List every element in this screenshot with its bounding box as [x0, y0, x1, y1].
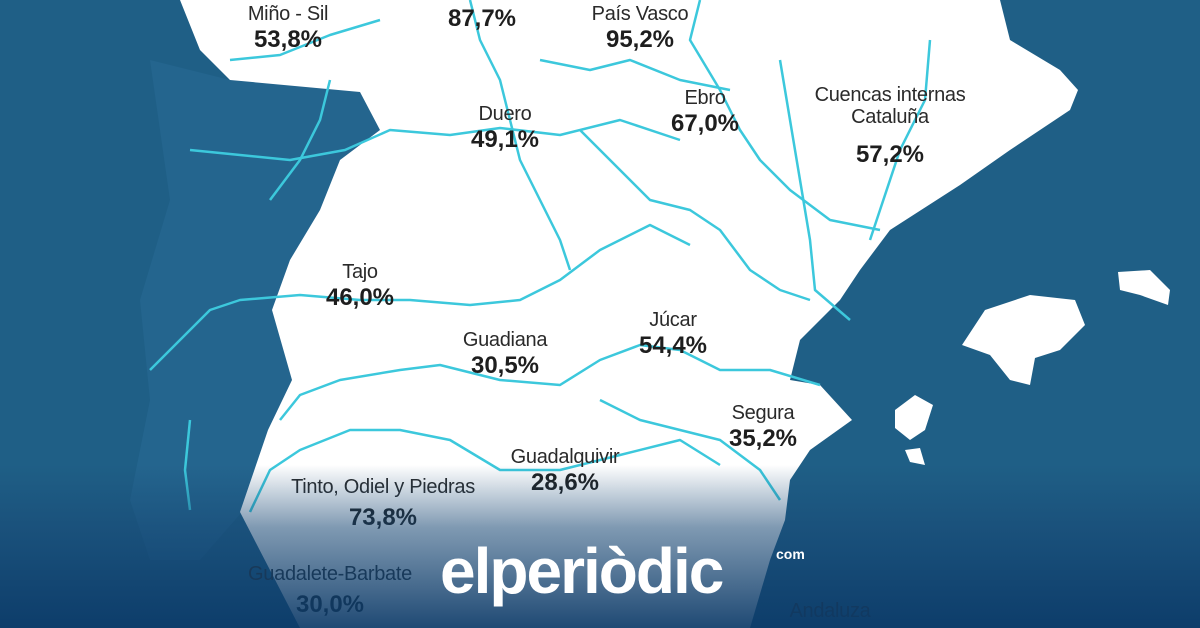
basin-ebro: Ebro 67,0%: [671, 87, 739, 139]
basin-value: 49,1%: [470, 126, 540, 153]
basin-value: 46,0%: [325, 284, 395, 311]
basin-jucar: Júcar 54,4%: [639, 309, 707, 361]
basin-tinto: Tinto, Odiel y Piedras 73,8%: [291, 476, 475, 533]
basin-name: Guadalete-Barbate: [248, 563, 412, 585]
basin-name: Cuencas internas: [814, 84, 966, 106]
basin-name: Ebro: [684, 87, 726, 109]
basin-value: 57,2%: [855, 141, 925, 168]
basin-guadalquivir: Guadalquivir 28,6%: [511, 446, 620, 498]
basin-cantabrico: 87,7%: [448, 4, 516, 34]
basin-name: País Vasco: [591, 3, 689, 25]
basin-duero: Duero 49,1%: [471, 103, 539, 155]
basin-name: Andaluza: [789, 600, 871, 622]
basin-name: Júcar: [649, 309, 697, 331]
logo-suffix: com: [776, 546, 805, 562]
basin-value: 30,5%: [470, 352, 540, 379]
basin-value: 95,2%: [605, 26, 675, 53]
basin-name: Segura: [731, 402, 795, 424]
basin-mediterranea-andaluza: Andaluza: [790, 600, 871, 622]
basin-cataluna: Cuencas internas Cataluña 57,2%: [815, 84, 966, 170]
basin-mino-sil: Miño - Sil 53,8%: [247, 3, 329, 55]
basin-value: 87,7%: [447, 5, 517, 32]
basin-name: Guadiana: [462, 329, 548, 351]
basin-value: 67,0%: [670, 110, 740, 137]
basin-name: Duero: [478, 103, 532, 125]
basin-name: Guadalquivir: [510, 446, 620, 468]
basin-value: 54,4%: [638, 332, 708, 359]
basin-guadalete: Guadalete-Barbate 30,0%: [248, 563, 412, 620]
basin-value: 53,8%: [253, 26, 323, 53]
basin-tajo: Tajo 46,0%: [326, 261, 394, 313]
basin-value: 30,0%: [295, 591, 365, 618]
basin-guadiana: Guadiana 30,5%: [462, 329, 548, 381]
basin-value: 35,2%: [728, 425, 798, 452]
basin-name-line2: Cataluña: [851, 106, 929, 128]
basin-name: Miño - Sil: [247, 3, 329, 25]
basin-pais-vasco: País Vasco 95,2%: [592, 3, 689, 55]
logo: elperiòdic: [440, 535, 724, 607]
basin-name: Tajo: [342, 261, 378, 283]
basin-segura: Segura 35,2%: [729, 402, 797, 454]
basin-value: 28,6%: [530, 469, 600, 496]
basin-value: 73,8%: [348, 504, 418, 531]
basin-name: Tinto, Odiel y Piedras: [291, 476, 475, 498]
